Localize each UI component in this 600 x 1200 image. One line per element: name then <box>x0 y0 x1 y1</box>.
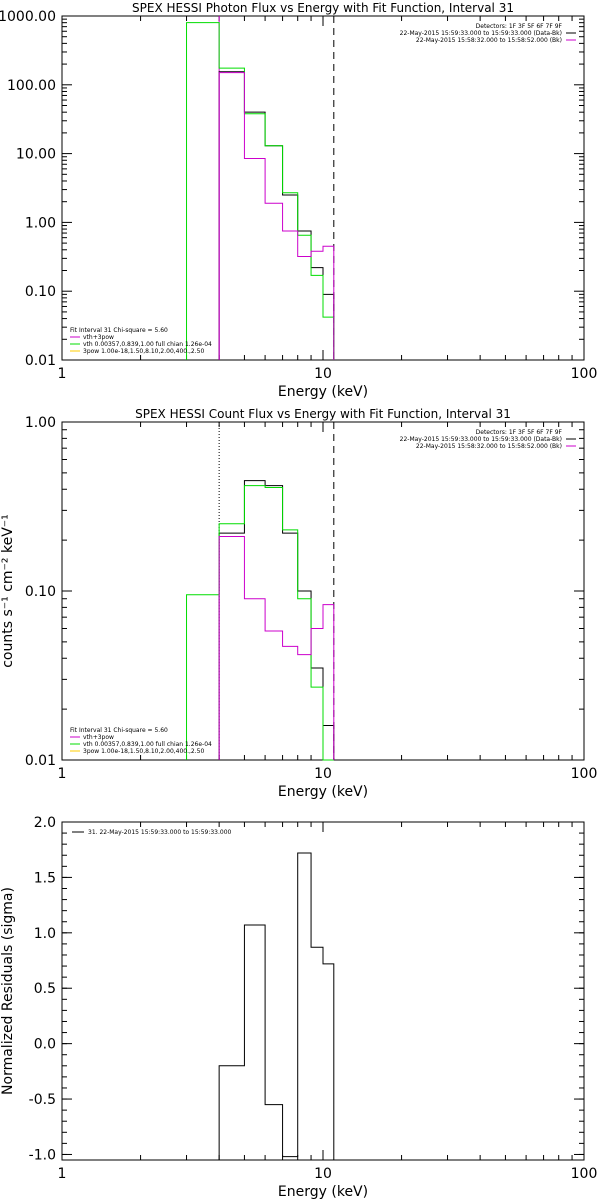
x-tick-label: 1 <box>58 1166 67 1182</box>
y-tick-label: 1.0 <box>34 926 56 942</box>
legend-left-text: vth+3pow <box>83 734 114 741</box>
y-tick-label: 0.0 <box>34 1037 56 1053</box>
legend-left-text: Fit Interval 31 Chi-square = 5.60 <box>70 327 168 334</box>
series-line <box>218 480 335 760</box>
y-tick-label: 2.0 <box>34 815 56 831</box>
legend-right-text: 22-May-2015 15:58:32.000 to 15:58:52.000… <box>416 37 562 44</box>
y-tick-label: -1.0 <box>29 1147 56 1163</box>
x-tick-label: 1 <box>58 366 67 382</box>
x-tick-label: 10 <box>314 366 332 382</box>
y-tick-label: 1.00 <box>25 415 56 431</box>
y-tick-label: 0.10 <box>25 584 56 600</box>
legend-left-text: vth 0.00357,0.839,1.00 full chian 1.26e-… <box>83 341 212 348</box>
chart-1: 1 10 100 0.01 0.10 1.00 10.00 100.00 1000.00 SPEX… <box>0 1 597 400</box>
legend-left-text: Fit Interval 31 Chi-square = 5.60 <box>70 727 168 734</box>
y-tick-label: 0.10 <box>25 284 56 300</box>
x-axis-label: Energy (keV) <box>278 384 368 400</box>
x-tick-label: 100 <box>571 366 598 382</box>
series-line <box>186 485 334 761</box>
chart-title: SPEX HESSI Count Flux vs Energy with Fit… <box>135 407 511 421</box>
y-axis-label: counts s⁻¹ cm⁻² keV⁻¹ <box>0 514 16 668</box>
chart-title: SPEX HESSI Photon Flux vs Energy with Fi… <box>132 1 514 15</box>
y-tick-label: 0.01 <box>25 753 56 769</box>
x-axis-label: Energy (keV) <box>278 784 368 800</box>
legend-left-text: 3pow 1.00e-18,1.50,8.10,2.00,400.,2.50 <box>83 348 204 355</box>
legend-right-text: 22-May-2015 15:58:32.000 to 15:58:52.000… <box>416 443 562 450</box>
legend-right-text: Detectors: 1F 3F 5F 6F 7F 9F <box>476 429 563 436</box>
x-tick-label: 10 <box>314 766 332 782</box>
legend-left-text: 3pow 1.00e-18,1.50,8.10,2.00,400.,2.50 <box>83 748 204 755</box>
x-axis-label: Energy (keV) <box>278 1184 368 1200</box>
y-tick-label: 1.00 <box>25 215 56 231</box>
series-line <box>218 852 335 1160</box>
legend-left-text: vth+3pow <box>83 334 114 341</box>
series-line <box>186 22 335 360</box>
chart-2: 1 10 100 0.01 0.10 1.00 SPEX HESSI Count Flux … <box>0 407 597 800</box>
series-line <box>218 71 335 360</box>
legend-right-text: 22-May-2015 15:59:33.000 to 15:59:33.000… <box>400 436 562 443</box>
y-axis-label: Normalized Residuals (sigma) <box>0 887 16 1095</box>
x-tick-label: 1 <box>58 766 67 782</box>
x-tick-label: 100 <box>571 1166 598 1182</box>
chart-3: 1 10 100 -1.0 -0.5 0.0 0.5 1.0 1.5 2.0 Energy (keV… <box>0 815 597 1200</box>
y-tick-label: 10.00 <box>16 147 56 163</box>
plot-frame <box>61 821 585 1161</box>
y-tick-label: -0.5 <box>29 1092 56 1108</box>
y-tick-label: 0.5 <box>34 981 56 997</box>
legend-right-text: Detectors: 1F 3F 5F 6F 7F 9F <box>476 23 563 30</box>
legend-left-text: vth 0.00357,0.839,1.00 full chian 1.26e-… <box>83 741 212 748</box>
legend-right-text: 22-May-2015 15:59:33.000 to 15:59:33.000… <box>400 30 562 37</box>
series-line <box>218 536 335 760</box>
legend-text: 31. 22-May-2015 15:59:33.000 to 15:59:33… <box>88 829 232 836</box>
y-tick-label: 0.01 <box>25 353 56 369</box>
y-tick-label: 1000.00 <box>0 9 56 25</box>
x-tick-label: 100 <box>571 766 598 782</box>
y-tick-label: 100.00 <box>7 78 56 94</box>
series-line <box>218 72 335 360</box>
x-tick-label: 10 <box>314 1166 332 1182</box>
y-tick-label: 1.5 <box>34 870 56 886</box>
